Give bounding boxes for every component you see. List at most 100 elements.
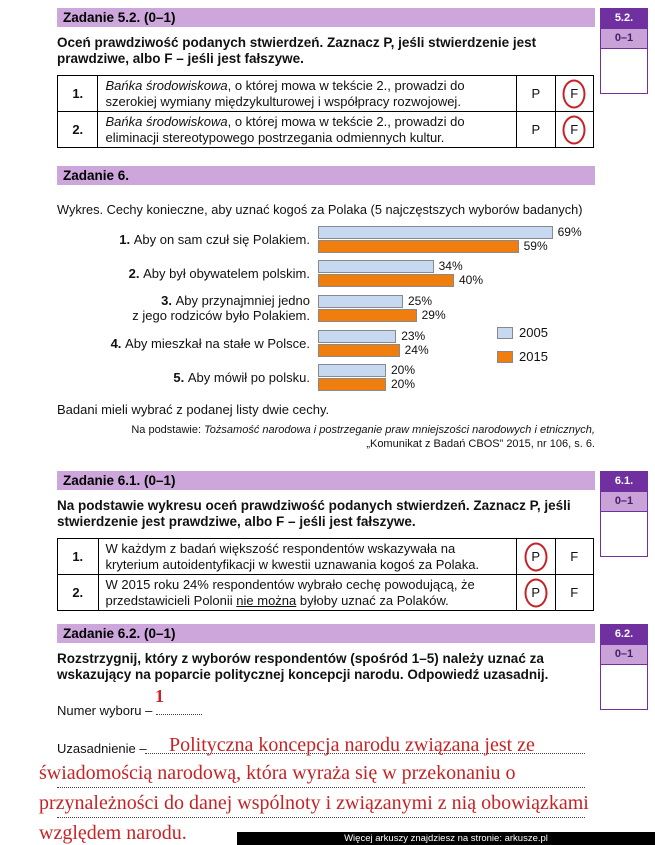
- row-number: 1.: [57, 538, 99, 575]
- legend-item-2005: 2005: [497, 325, 548, 340]
- statement-italic: Bańka środowiskowa: [105, 114, 228, 129]
- statement-rest: W każdym z badań większość respondentów …: [105, 541, 480, 572]
- chart-category-label: 2. Aby był obywatelem polskim.: [128, 265, 310, 281]
- chart-category-row: 2. Aby był obywatelem polskim. 34% 40%: [57, 259, 595, 287]
- chart-bar-group: 69% 59%: [318, 225, 582, 253]
- answer-circle-icon: [524, 542, 548, 571]
- statement-italic: Bańka środowiskowa: [105, 78, 228, 93]
- option-f[interactable]: F: [554, 75, 595, 112]
- bar-chart: 1. Aby on sam czuł się Polakiem. 69% 59% 2.…: [57, 225, 595, 391]
- chart-bar-group: 25% 29%: [318, 294, 446, 322]
- statement-rest: W 2015 roku 24% respondentów wybrało cec…: [105, 577, 475, 608]
- bar-value-label: 20%: [391, 377, 416, 391]
- option-p[interactable]: P: [516, 75, 556, 112]
- row-number: 1.: [56, 75, 99, 112]
- answer-circle-icon: [524, 578, 548, 607]
- chart-category-label: 4. Aby mieszkał na stałe w Polsce.: [110, 335, 310, 351]
- score-entry-box: [601, 48, 647, 93]
- handwritten-choice-number: 1: [155, 686, 164, 706]
- source-title: Tożsamość narodowa i postrzeganie praw m…: [204, 424, 595, 436]
- statement-text: Bańka środowiskowa, o której mowa w tekś…: [97, 75, 518, 112]
- chart-category-row: 4. Aby mieszkał na stałe w Polsce. 23% 24%: [57, 329, 595, 357]
- bar-value-label: 40%: [459, 273, 484, 287]
- task-score-badge: 0–1: [601, 491, 647, 511]
- chart-category-row: 5. Aby mówił po polsku. 20% 20%: [57, 363, 595, 391]
- answer-circle-icon: [562, 115, 586, 144]
- statements-table-5-2: 1. Bańka środowiskowa, o której mowa w t…: [56, 75, 595, 148]
- score-entry-box: [601, 664, 647, 709]
- choice-number-field[interactable]: [156, 703, 202, 715]
- option-p-label: P: [531, 85, 541, 101]
- task-score-badge: 0–1: [601, 28, 647, 48]
- task-score-badge: 0–1: [601, 644, 647, 664]
- task-5-2-header: Zadanie 5.2. (0–1): [57, 8, 595, 27]
- statement-rest: byłoby uznać za Polaków.: [296, 592, 449, 608]
- option-p[interactable]: P: [516, 574, 556, 611]
- option-f[interactable]: F: [554, 111, 595, 148]
- chart-title: Wykres. Cechy konieczne, aby uznać kogoś…: [57, 202, 583, 217]
- statement-text: W 2015 roku 24% respondentów wybrało cec…: [97, 574, 518, 611]
- handwritten-answer: świadomością narodową, która wyraża się …: [39, 762, 516, 784]
- table-row: 2. Bańka środowiskowa, o której mowa w t…: [56, 111, 595, 148]
- chart-category-label: 5. Aby mówił po polsku.: [173, 369, 310, 385]
- option-f-label: F: [570, 584, 579, 600]
- bar-value-label: 59%: [523, 239, 548, 253]
- legend-label-2015: 2015: [519, 349, 548, 364]
- bar-2005: [318, 259, 434, 273]
- statement-underline: nie można: [236, 592, 297, 608]
- task-6-1-header: Zadanie 6.1. (0–1): [57, 471, 595, 490]
- choice-number-line[interactable]: Numer wyboru – 1: [57, 686, 595, 720]
- answer-dotted-line[interactable]: względem narodu.: [39, 818, 585, 845]
- chart-category-label: 3. Aby przynajmniej jedno z jego rodziców…: [132, 293, 310, 323]
- option-f[interactable]: F: [554, 538, 595, 575]
- answer-dotted-line[interactable]: [145, 753, 585, 754]
- task-5-2: Zadanie 5.2. (0–1) Oceń prawdziwość poda…: [56, 8, 648, 148]
- table-row: 1. Bańka środowiskowa, o której mowa w t…: [56, 75, 595, 112]
- option-p[interactable]: P: [516, 538, 556, 575]
- source-detail: „Komunikat z Badań CBOS” 2015, nr 106, s…: [366, 438, 595, 450]
- answer-dotted-line[interactable]: świadomością narodową, która wyraża się …: [39, 758, 585, 788]
- handwritten-answer: względem narodu.: [39, 822, 187, 844]
- bar-2015: [318, 343, 400, 357]
- watermark-bar: Więcej arkuszy znajdziesz na stronie: ar…: [237, 832, 655, 845]
- option-p-label: P: [531, 121, 541, 137]
- task-id-badge: 6.2.: [601, 625, 647, 644]
- statement-rest: , o której mowa w tekście 2., prowadzi d…: [105, 114, 465, 145]
- statements-table-6-1: 1. W każdym z badań większość respondent…: [57, 538, 595, 611]
- answer-circle-icon: [562, 79, 586, 108]
- task-5-2-instruction: Oceń prawdziwość podanych stwierdzeń. Za…: [57, 35, 537, 66]
- justification-line[interactable]: Uzasadnienie – Polityczna koncepcja naro…: [57, 732, 595, 758]
- task-6-header: Zadanie 6.: [57, 166, 595, 185]
- chart-legend: 2005 2015: [497, 325, 548, 373]
- chart-bar-group: 20% 20%: [318, 363, 415, 391]
- option-f-label: F: [570, 548, 579, 564]
- task-6-1-instruction: Na podstawie wykresu oceń prawdziwość po…: [57, 498, 571, 529]
- bar-2015: [318, 308, 417, 322]
- justification-label: Uzasadnienie –: [57, 741, 147, 756]
- bar-2005: [318, 294, 403, 308]
- source-prefix: Na podstawie:: [131, 424, 205, 436]
- margin-score-box-6-1: 6.1. 0–1: [600, 471, 648, 557]
- chart-bar-group: 23% 24%: [318, 329, 429, 357]
- chart-bar-group: 34% 40%: [318, 259, 483, 287]
- margin-score-box-6-2: 6.2. 0–1: [600, 624, 648, 710]
- option-f[interactable]: F: [554, 574, 595, 611]
- task-id-badge: 6.1.: [601, 472, 647, 491]
- table-row: 2. W 2015 roku 24% respondentów wybrało …: [57, 574, 595, 611]
- legend-swatch-2005: [497, 326, 513, 339]
- bar-2015: [318, 273, 454, 287]
- task-id-badge: 5.2.: [601, 9, 647, 28]
- choice-number-label: Numer wyboru –: [57, 703, 153, 718]
- margin-score-box-5-2: 5.2. 0–1: [600, 8, 648, 94]
- chart-note: Badani mieli wybrać z podanej listy dwie…: [57, 402, 330, 417]
- source-citation: Na podstawie: Tożsamość narodowa i postr…: [57, 423, 595, 451]
- score-entry-box: [601, 511, 647, 556]
- handwritten-answer: przynależności do danej wspólnoty i zwią…: [39, 792, 589, 814]
- bar-2005: [318, 329, 397, 343]
- bar-value-label: 20%: [391, 363, 416, 377]
- answer-dotted-line[interactable]: przynależności do danej wspólnoty i zwią…: [39, 788, 589, 818]
- task-6-1: Zadanie 6.1. (0–1) Na podstawie wykresu …: [57, 471, 648, 611]
- chart-category-row: 1. Aby on sam czuł się Polakiem. 69% 59%: [57, 225, 595, 253]
- statement-text: Bańka środowiskowa, o której mowa w tekś…: [97, 111, 518, 148]
- option-p[interactable]: P: [516, 111, 556, 148]
